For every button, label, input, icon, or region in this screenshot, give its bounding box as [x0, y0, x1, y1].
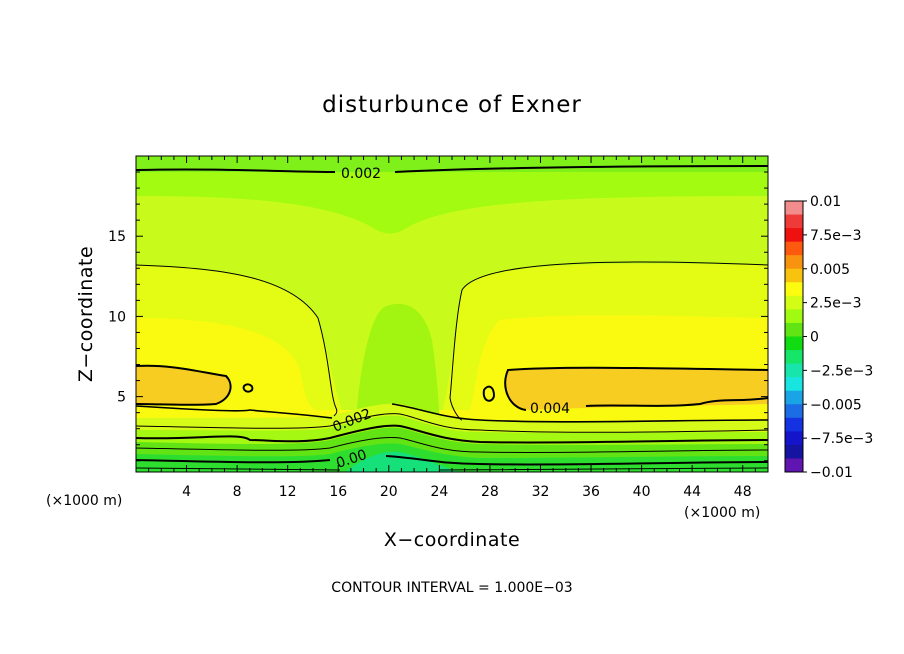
contour-low-2 [136, 413, 768, 433]
contour-max-right [504, 366, 768, 411]
contour-lines [136, 165, 768, 471]
colorbar-swatch [785, 350, 803, 365]
x-tick-label: 4 [182, 484, 191, 500]
colorbar-swatch [785, 458, 803, 473]
field-max-left [136, 365, 231, 405]
colorbar-swatch [785, 295, 803, 310]
colorbar-swatch [785, 336, 803, 351]
x-tick-label: 12 [279, 484, 297, 500]
colorbar-label: −2.5e−3 [810, 363, 873, 379]
contour-low-5 [136, 455, 768, 466]
contour-low-1 [136, 403, 768, 423]
contour-left-lobe [136, 264, 338, 417]
x-tick-label: 20 [380, 484, 398, 500]
colorbar-swatch [785, 431, 803, 446]
contour-label: 0.002 [341, 166, 381, 182]
y-axis-ticks: 5 10 15 [108, 171, 768, 462]
y-tick-label: 10 [108, 309, 126, 325]
colorbar-swatch [785, 322, 803, 337]
colorbar-label: 2.5e−3 [810, 296, 862, 312]
x-tick-label: 44 [683, 484, 701, 500]
colorbar-swatch [785, 444, 803, 459]
colorbar-swatch [785, 309, 803, 324]
heatmap-field [136, 156, 768, 472]
chart-title: disturbunce of Exner [322, 92, 582, 118]
field-band-low-5 [345, 451, 460, 472]
x-tick-label: 16 [329, 484, 347, 500]
contour-top [136, 165, 768, 173]
colorbar-swatch [785, 228, 803, 243]
x-tick-label: 36 [582, 484, 600, 500]
contour-low-4 [136, 437, 768, 454]
colorbar-label: −0.005 [810, 397, 862, 413]
colorbar-label: 0 [810, 330, 819, 346]
field-max-right [505, 367, 768, 410]
colorbar-label: −7.5e−3 [810, 431, 873, 447]
colorbar-swatch [785, 390, 803, 405]
x-tick-label: 28 [481, 484, 499, 500]
contour-max-right-spot [482, 385, 496, 402]
x-unit-left: (×1000 m) [46, 493, 122, 509]
y-axis-label: Z−coordinate [75, 246, 97, 382]
colorbar-swatch [785, 268, 803, 283]
x-tick-label: 40 [633, 484, 651, 500]
x-unit-right: (×1000 m) [684, 505, 760, 521]
contour-max-left-spot [242, 383, 254, 393]
contour-max-left [136, 364, 232, 406]
colorbar-swatch [785, 282, 803, 297]
colorbar-swatch [785, 214, 803, 229]
colorbar-swatch [785, 417, 803, 432]
contour-low-3 [136, 424, 768, 444]
colorbar-swatch [785, 363, 803, 378]
colorbar-label: 0.005 [810, 262, 850, 278]
colorbar-swatch [785, 255, 803, 270]
field-band-low-4 [136, 443, 768, 472]
colorbar-label: 7.5e−3 [810, 228, 862, 244]
x-tick-label: 32 [532, 484, 550, 500]
colorbar-swatch [785, 201, 803, 216]
contour-label: 0.004 [530, 401, 570, 417]
x-tick-label: 24 [430, 484, 448, 500]
y-tick-label: 5 [117, 390, 126, 406]
colorbar-swatch [785, 377, 803, 392]
colorbar-label: 0.01 [810, 194, 841, 210]
colorbar-swatch [785, 404, 803, 419]
x-axis-ticks: 4 8 12 16 20 24 28 32 36 40 44 48 [148, 156, 756, 500]
contour-interval-note: CONTOUR INTERVAL = 1.000E−03 [331, 580, 572, 596]
colorbar: 0.01 7.5e−3 0.005 2.5e−3 0 −2.5e−3 −0.005 −7.5e… [784, 194, 873, 481]
x-tick-label: 48 [734, 484, 752, 500]
contour-right-lobe [449, 261, 768, 421]
y-tick-label: 15 [108, 229, 126, 245]
colorbar-label: −0.01 [810, 465, 853, 481]
x-tick-label: 8 [233, 484, 242, 500]
colorbar-swatch [785, 241, 803, 256]
x-axis-label: X−coordinate [384, 529, 520, 551]
